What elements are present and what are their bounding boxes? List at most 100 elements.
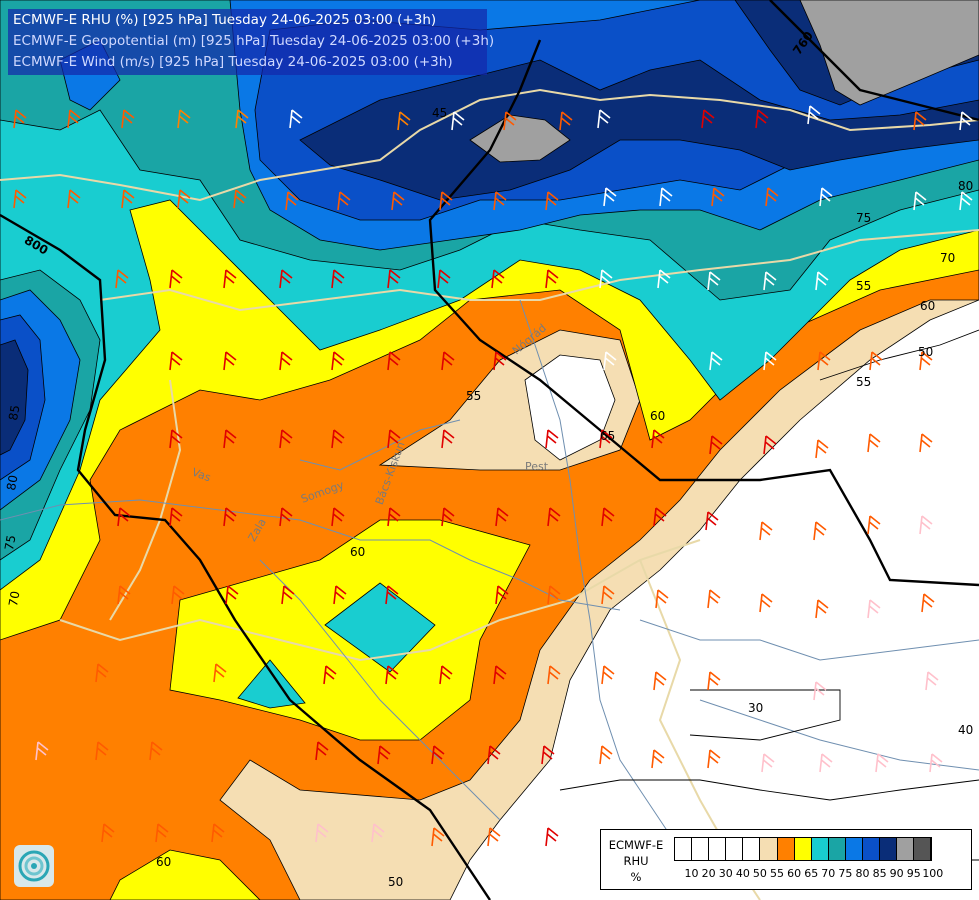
legend-swatch: [845, 838, 864, 860]
legend-swatch: [743, 838, 761, 860]
wind-barb-icon: [601, 507, 615, 527]
wind-barb-icon: [13, 189, 27, 209]
rhu-contour-label: 70: [940, 251, 955, 265]
wind-barb-icon: [285, 191, 299, 211]
wind-barb-icon: [441, 351, 455, 371]
legend-name-line: ECMWF-E: [608, 838, 664, 852]
wind-barb-icon: [439, 665, 453, 685]
wind-barb-icon: [211, 823, 225, 843]
wind-barb-icon: [711, 187, 725, 207]
place-label: Vas: [190, 466, 213, 485]
wind-barb-icon: [815, 599, 829, 619]
wind-barb-icon: [487, 745, 501, 765]
wind-barb-icon: [13, 109, 27, 129]
wind-barb-icon: [333, 585, 347, 605]
wind-barb-icon: [913, 111, 927, 131]
wind-barb-icon: [101, 823, 115, 843]
wind-barb-icon: [495, 507, 509, 527]
wind-barb-icon: [921, 593, 935, 613]
wind-barb-icon: [67, 189, 81, 209]
wind-barb-icon: [759, 521, 773, 541]
wind-barb-icon: [223, 507, 237, 527]
wind-barb-icon: [709, 351, 723, 371]
title-line-geopotential: ECMWF-E Geopotential (m) [925 hPa] Tuesd…: [13, 33, 495, 49]
place-label: Zala: [246, 516, 269, 543]
rhu-contour-label: 85: [6, 404, 22, 421]
wind-barb-icon: [763, 435, 777, 455]
wind-barb-icon: [177, 109, 191, 129]
rhu-band-70-patch1: [324, 582, 436, 673]
wind-barb-icon: [67, 109, 81, 129]
wind-barb-icon: [223, 269, 237, 289]
wind-barb-icon: [487, 827, 501, 847]
wind-barb-icon: [545, 269, 559, 289]
rivers: [0, 299, 979, 881]
wind-barb-icon: [169, 351, 183, 371]
wind-barb-icon: [331, 351, 345, 371]
wind-barb-icon: [547, 585, 561, 605]
wind-barb-icon: [807, 105, 821, 125]
wind-barb-icon: [815, 439, 829, 459]
rhu-contour-label: 60: [156, 855, 171, 869]
wind-barb-icon: [155, 823, 169, 843]
wind-barb-icon: [707, 671, 721, 691]
wind-barb-icon: [371, 823, 385, 843]
legend-tick-label: 90: [889, 867, 904, 880]
wind-barb-icon: [929, 753, 943, 773]
wind-barb-icon: [439, 191, 453, 211]
rhu-contour-label: 45: [432, 106, 447, 120]
wind-barb-icon: [289, 109, 303, 129]
wind-barb-icon: [869, 351, 883, 371]
legend-tick-label: 75: [838, 867, 853, 880]
rhu-band-90: [299, 59, 979, 201]
legend-swatch: [692, 838, 710, 860]
rhu-contour-label: 55: [466, 389, 481, 403]
wind-barb-icon: [315, 741, 329, 761]
rhu-contour-label: 40: [958, 723, 973, 737]
wind-barb-icon: [819, 187, 833, 207]
wind-barb-icon: [387, 507, 401, 527]
legend-swatches: [674, 837, 933, 861]
wind-barb-icon: [121, 109, 135, 129]
wind-barb-icon: [875, 753, 889, 773]
rhu-contour-label: 70: [6, 590, 22, 607]
wind-barb-icon: [387, 269, 401, 289]
legend-name-line: RHU: [623, 854, 649, 868]
rhu-band-90-west: [0, 339, 29, 456]
wind-barb-icon: [451, 111, 465, 131]
wind-barb-icon: [547, 507, 561, 527]
wind-barb-icon: [117, 507, 131, 527]
wind-barb-icon: [541, 745, 555, 765]
legend-tick-label: 60: [787, 867, 802, 880]
wind-barb-icon: [919, 351, 933, 371]
legend-swatch: [794, 838, 812, 860]
legend-tick-label: 65: [804, 867, 819, 880]
wind-barb-icon: [707, 749, 721, 769]
place-label: Bács-Kiskun: [373, 440, 408, 507]
wind-barb-icon: [813, 681, 827, 701]
wind-barb-icon: [95, 741, 109, 761]
legend-tick-label: 50: [752, 867, 767, 880]
wind-barb-icon: [867, 599, 881, 619]
legend-swatch: [777, 838, 795, 860]
wind-barb-icon: [223, 351, 237, 371]
legend: ECMWF-E RHU % 10 20 30 40 50 55 60 65 70 75 80 85 90…: [600, 829, 972, 890]
place-label: Somogy: [299, 478, 346, 506]
wind-barb-icon: [169, 429, 183, 449]
rhu-contour-label: 75: [2, 534, 18, 551]
legend-tick-label: 30: [718, 867, 733, 880]
wind-barb-icon: [655, 589, 669, 609]
wind-barb-icon: [709, 435, 723, 455]
legend-swatch: [914, 838, 932, 860]
wind-barb-icon: [437, 269, 451, 289]
wind-barb-icon: [959, 111, 973, 131]
wind-barb-icon: [391, 191, 405, 211]
wind-barb-icon: [279, 507, 293, 527]
legend-tick-label: 55: [770, 867, 785, 880]
wind-barb-icon: [331, 429, 345, 449]
rhu-contour-label: 55: [856, 279, 871, 293]
rhu-contour-label: 80: [4, 474, 20, 491]
wind-barb-icon: [495, 585, 509, 605]
legend-tick-label: 20: [701, 867, 716, 880]
